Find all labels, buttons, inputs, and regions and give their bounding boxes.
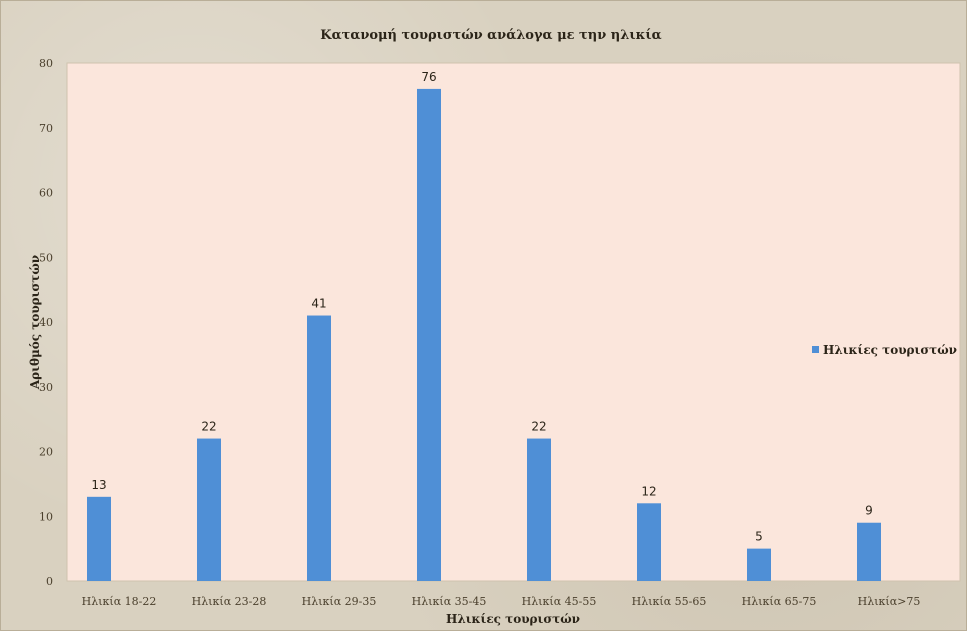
y-tick-label: 10 [39, 510, 53, 523]
bar [417, 88, 441, 582]
x-tick-label: Ηλικία 23-28 [192, 595, 267, 608]
bar [307, 315, 331, 581]
x-tick-label: Ηλικία 55-65 [632, 595, 707, 608]
x-tick-label: Ηλικία 29-35 [302, 595, 377, 608]
y-tick-label: 30 [39, 381, 53, 394]
bar [87, 496, 111, 581]
y-tick-label: 80 [39, 57, 53, 70]
legend-swatch [812, 346, 819, 353]
bar [637, 503, 661, 581]
data-label: 5 [755, 530, 763, 544]
y-tick-label: 20 [39, 446, 53, 459]
bar [747, 548, 771, 581]
data-label: 9 [865, 504, 873, 518]
x-tick-label: Ηλικία 65-75 [742, 595, 817, 608]
bar [197, 438, 221, 581]
y-tick-label: 70 [39, 122, 53, 135]
bar [857, 522, 881, 581]
data-label: 76 [421, 70, 436, 84]
y-axis-title: Αριθμός τουριστών [28, 255, 42, 390]
legend-label: Ηλικίες τουριστών [823, 343, 957, 357]
y-tick-label: 60 [39, 187, 53, 200]
y-tick-label: 50 [39, 251, 53, 264]
y-tick-label: 0 [46, 575, 53, 588]
bar [527, 438, 551, 581]
x-axis-title: Ηλικίες τουριστών [446, 612, 580, 626]
x-tick-label: Ηλικία 18-22 [82, 595, 157, 608]
x-axis-labels: Ηλικία 18-22 Ηλικία 23-28 Ηλικία 29-35 Ηλικ… [82, 595, 921, 608]
bars-group [87, 88, 881, 582]
data-label: 13 [91, 478, 106, 492]
data-label: 12 [641, 484, 656, 498]
data-labels-group: 13 22 41 76 22 12 5 9 [91, 70, 872, 544]
data-label: 22 [201, 420, 216, 434]
x-tick-label: Ηλικία 45-55 [522, 595, 597, 608]
chart-title: Κατανομή τουριστών ανάλογα με την ηλικία [320, 28, 661, 43]
data-label: 41 [311, 297, 326, 311]
legend: Ηλικίες τουριστών [812, 343, 957, 357]
x-tick-label: Ηλικία 35-45 [412, 595, 487, 608]
y-axis-ticks: 0 10 20 30 40 50 60 70 80 [39, 57, 53, 588]
data-label: 22 [531, 420, 546, 434]
y-tick-label: 40 [39, 316, 53, 329]
x-tick-label: Ηλικία>75 [858, 595, 921, 608]
